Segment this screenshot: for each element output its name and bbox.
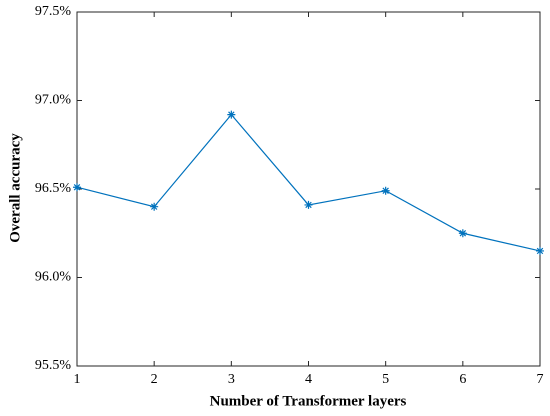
x-tick-label: 1	[74, 372, 81, 387]
y-tick-label: 95.5%	[35, 358, 72, 373]
x-tick-label: 6	[459, 372, 466, 387]
plot-frame	[76, 11, 541, 367]
line	[76, 113, 541, 252]
marker	[536, 246, 544, 255]
x-tick-label: 4	[305, 372, 312, 387]
marker	[381, 186, 390, 195]
y-tick-label: 96.5%	[35, 181, 72, 196]
x-tick-label: 5	[382, 372, 389, 387]
x-tick-label: 2	[151, 372, 158, 387]
marker	[304, 200, 313, 209]
marker	[227, 110, 236, 119]
marker	[73, 183, 81, 192]
x-axis-title: Number of Transformer layers	[210, 393, 407, 409]
x-tick-label: 7	[537, 372, 544, 387]
y-tick-label: 97.5%	[35, 4, 72, 19]
x-tick-label: 3	[228, 372, 235, 387]
y-tick-label: 97.0%	[35, 93, 72, 108]
marker	[458, 229, 467, 238]
marker	[150, 202, 159, 211]
y-axis-title: Overall accuracy	[7, 133, 23, 243]
y-tick-label: 96.0%	[35, 270, 72, 285]
